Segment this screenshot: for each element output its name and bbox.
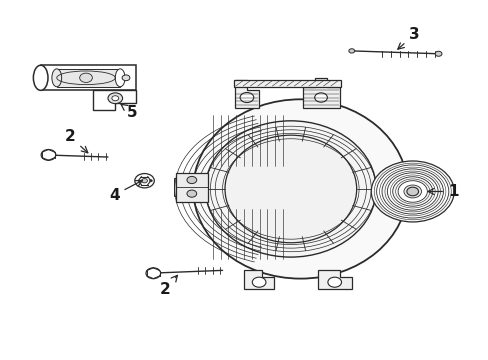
Text: 2: 2 xyxy=(160,275,177,297)
Circle shape xyxy=(406,187,418,196)
Circle shape xyxy=(403,185,421,198)
Circle shape xyxy=(186,190,196,197)
Circle shape xyxy=(370,161,453,222)
Circle shape xyxy=(135,174,154,188)
Polygon shape xyxy=(303,78,339,108)
Circle shape xyxy=(386,173,437,210)
Circle shape xyxy=(397,181,427,202)
Circle shape xyxy=(376,165,448,218)
Polygon shape xyxy=(176,173,207,202)
Circle shape xyxy=(108,93,122,104)
Circle shape xyxy=(149,180,152,182)
Text: 3: 3 xyxy=(397,27,419,49)
Text: 4: 4 xyxy=(109,180,142,203)
Circle shape xyxy=(240,93,253,103)
Polygon shape xyxy=(234,80,259,108)
Circle shape xyxy=(122,75,130,81)
Circle shape xyxy=(41,149,56,160)
Circle shape xyxy=(186,176,196,184)
Ellipse shape xyxy=(52,69,61,87)
Circle shape xyxy=(392,177,432,206)
Polygon shape xyxy=(244,270,273,289)
Ellipse shape xyxy=(224,135,356,243)
Text: 5: 5 xyxy=(121,104,138,120)
Circle shape xyxy=(348,49,354,53)
Circle shape xyxy=(434,51,441,56)
Polygon shape xyxy=(57,69,120,87)
Circle shape xyxy=(381,169,443,214)
Circle shape xyxy=(80,73,92,82)
Text: 1: 1 xyxy=(427,184,458,199)
Ellipse shape xyxy=(33,65,48,90)
Ellipse shape xyxy=(115,69,125,87)
Polygon shape xyxy=(317,270,351,289)
Ellipse shape xyxy=(205,121,375,257)
Circle shape xyxy=(112,96,119,101)
Polygon shape xyxy=(173,178,178,196)
Circle shape xyxy=(146,268,160,279)
Text: 2: 2 xyxy=(65,130,88,153)
Circle shape xyxy=(252,277,265,287)
Circle shape xyxy=(314,93,327,102)
Circle shape xyxy=(142,179,147,183)
Ellipse shape xyxy=(193,99,407,279)
Polygon shape xyxy=(93,90,136,110)
Circle shape xyxy=(327,277,341,287)
Polygon shape xyxy=(41,65,136,90)
Polygon shape xyxy=(233,80,340,87)
